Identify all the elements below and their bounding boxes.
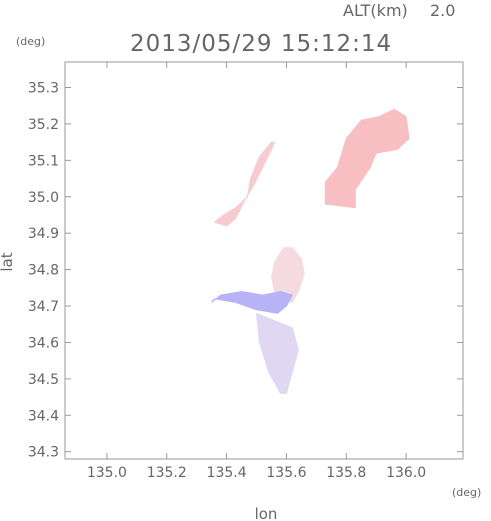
heatmap-layer bbox=[211, 108, 410, 394]
y-tick-label: 34.5 bbox=[28, 372, 59, 388]
y-tick-label: 35.0 bbox=[28, 190, 59, 206]
y-unit-label: (deg) bbox=[16, 35, 45, 48]
y-tick-label: 35.2 bbox=[28, 117, 59, 133]
y-tick-label: 34.7 bbox=[28, 299, 59, 315]
x-tick-label: 135.8 bbox=[326, 465, 366, 481]
y-tick-label: 35.3 bbox=[28, 80, 59, 96]
x-tick-label: 136.0 bbox=[386, 465, 426, 481]
chart-title: 2013/05/29 15:12:14 bbox=[130, 31, 392, 57]
y-tick-label: 34.6 bbox=[28, 335, 59, 351]
y-tick-label: 34.4 bbox=[28, 408, 59, 424]
x-unit-label: (deg) bbox=[452, 486, 481, 499]
y-axis-label: lat bbox=[0, 252, 16, 271]
x-axis-label: lon bbox=[255, 505, 278, 521]
heatmap-region-5 bbox=[256, 312, 299, 394]
x-tick-label: 135.2 bbox=[147, 465, 187, 481]
y-tick-label: 35.1 bbox=[28, 153, 59, 169]
plot-frame bbox=[64, 61, 464, 460]
heatmap-region-2 bbox=[214, 141, 275, 227]
heatmap-region-4 bbox=[211, 291, 293, 314]
y-tick-label: 34.9 bbox=[28, 226, 59, 242]
heatmap-region-1 bbox=[324, 108, 410, 209]
altitude-value: 2.0 bbox=[430, 1, 455, 20]
y-tick-label: 34.3 bbox=[28, 445, 59, 461]
x-tick-label: 135.6 bbox=[266, 465, 306, 481]
x-tick-label: 135.0 bbox=[87, 465, 127, 481]
x-tick-label: 135.4 bbox=[207, 465, 247, 481]
altitude-label: ALT(km) bbox=[343, 1, 408, 20]
y-tick-label: 34.8 bbox=[28, 263, 59, 279]
ticks-layer: 135.0 135.2 135.4 135.6 135.8 136.0 34.3 34.4 34… bbox=[28, 62, 463, 481]
heatmap-region-3 bbox=[271, 247, 305, 303]
